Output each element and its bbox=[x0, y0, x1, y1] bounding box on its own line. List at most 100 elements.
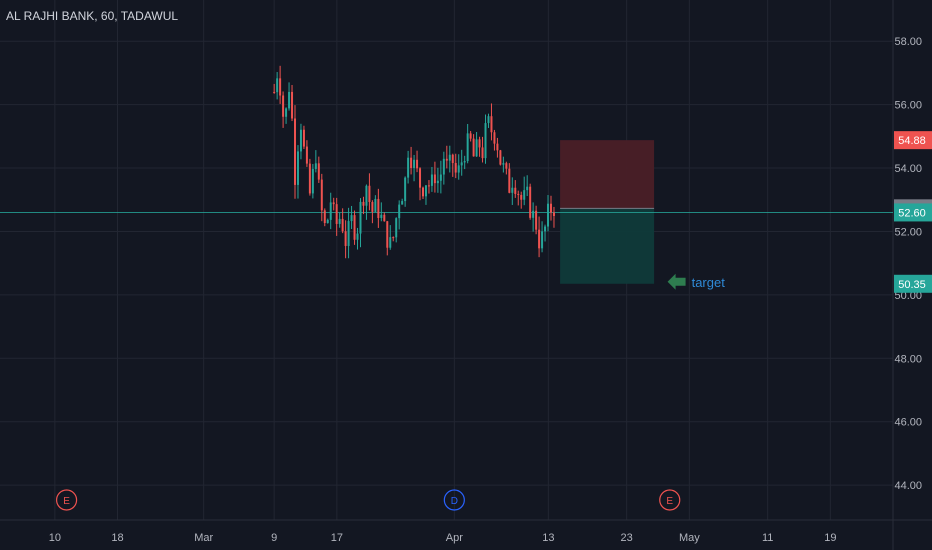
candle-body bbox=[323, 210, 326, 223]
candle bbox=[439, 160, 442, 194]
candle bbox=[335, 197, 338, 236]
candle bbox=[541, 221, 544, 253]
candle bbox=[427, 180, 430, 194]
candle-body bbox=[353, 215, 356, 240]
price-label-text: 52.60 bbox=[898, 207, 926, 219]
candle-body bbox=[487, 116, 490, 124]
candle bbox=[419, 167, 422, 201]
candle bbox=[460, 149, 463, 176]
price-label-text: 50.35 bbox=[898, 279, 926, 291]
candle bbox=[502, 156, 505, 173]
candle-body bbox=[538, 229, 541, 249]
candle bbox=[523, 176, 526, 206]
candle bbox=[448, 145, 451, 173]
candle bbox=[401, 198, 404, 205]
y-axis-labels: 44.00 46.00 48.00 50.00 52.00 54.00 56.00 58.00 bbox=[894, 36, 922, 492]
candle bbox=[535, 205, 538, 235]
candle-body bbox=[347, 221, 350, 246]
candle-body bbox=[395, 218, 398, 238]
candle-body bbox=[454, 163, 457, 173]
candle-body bbox=[296, 151, 299, 185]
candle-body bbox=[320, 179, 323, 211]
candle-body bbox=[439, 174, 442, 181]
candle bbox=[353, 210, 356, 245]
candle bbox=[493, 129, 496, 151]
x-tick-label: 9 bbox=[271, 532, 277, 544]
candle bbox=[469, 130, 472, 142]
event-circle bbox=[55, 489, 78, 511]
target-annotation: target bbox=[667, 273, 726, 290]
candle bbox=[296, 145, 299, 199]
candle-body bbox=[374, 198, 377, 212]
candle-body bbox=[389, 237, 392, 248]
candle bbox=[552, 206, 555, 228]
y-tick-label: 52.00 bbox=[894, 226, 922, 238]
candle bbox=[383, 212, 386, 222]
chart-title: AL RAJHI BANK, 60, TADAWUL bbox=[6, 9, 179, 23]
candle-body bbox=[529, 186, 532, 218]
x-tick-label: 10 bbox=[49, 532, 61, 544]
candle bbox=[445, 145, 448, 169]
price-label-text: 54.88 bbox=[898, 135, 926, 147]
candle-body bbox=[442, 158, 445, 175]
candle bbox=[314, 150, 317, 173]
candle-body bbox=[549, 203, 552, 213]
candle-body bbox=[359, 201, 362, 234]
candle-body bbox=[398, 204, 401, 219]
candle-body bbox=[326, 219, 329, 223]
candle-body bbox=[362, 201, 365, 206]
candle-body bbox=[365, 185, 368, 206]
event-label: E bbox=[666, 496, 673, 507]
candle bbox=[487, 113, 490, 128]
candle bbox=[317, 156, 320, 183]
candle-body bbox=[424, 185, 427, 197]
candle-body bbox=[308, 163, 311, 194]
candle-body bbox=[436, 180, 439, 184]
candle-body bbox=[499, 150, 502, 165]
candle bbox=[323, 208, 326, 227]
candle-body bbox=[460, 162, 463, 166]
candle bbox=[484, 114, 487, 164]
candle-body bbox=[419, 168, 422, 188]
candle-body bbox=[338, 218, 341, 224]
candle bbox=[365, 184, 368, 220]
candle bbox=[430, 166, 433, 192]
candle-body bbox=[371, 201, 374, 212]
y-tick-label: 54.00 bbox=[894, 163, 922, 175]
candle bbox=[404, 176, 407, 207]
arrow-left-icon bbox=[667, 273, 686, 290]
candle bbox=[362, 196, 365, 215]
stop-loss-zone bbox=[560, 140, 655, 209]
candle bbox=[389, 225, 392, 250]
candle bbox=[481, 136, 484, 163]
candle bbox=[532, 202, 535, 232]
annotation-text: target bbox=[692, 275, 726, 290]
candle bbox=[454, 153, 457, 179]
candle bbox=[305, 140, 308, 167]
price-label: 52.60 bbox=[894, 203, 932, 222]
candle-body bbox=[282, 95, 285, 117]
candle-body bbox=[544, 226, 547, 232]
candle-body bbox=[430, 174, 433, 186]
x-tick-label: 17 bbox=[331, 532, 343, 544]
x-tick-label: May bbox=[679, 532, 700, 544]
candle bbox=[368, 173, 371, 211]
candle-body bbox=[481, 147, 484, 159]
candle-body bbox=[469, 133, 472, 139]
candle bbox=[392, 236, 395, 242]
candle bbox=[276, 72, 279, 100]
candle bbox=[520, 191, 523, 209]
profit-target-zone bbox=[560, 208, 655, 284]
candle bbox=[547, 195, 550, 232]
y-tick-label: 44.00 bbox=[894, 480, 922, 492]
candle bbox=[463, 155, 466, 170]
event-label: D bbox=[451, 496, 458, 507]
candle-body bbox=[523, 190, 526, 200]
y-tick-label: 56.00 bbox=[894, 100, 922, 112]
candle bbox=[413, 154, 416, 182]
candle bbox=[302, 125, 305, 149]
candle bbox=[294, 105, 297, 199]
x-tick-label: Apr bbox=[446, 532, 463, 544]
